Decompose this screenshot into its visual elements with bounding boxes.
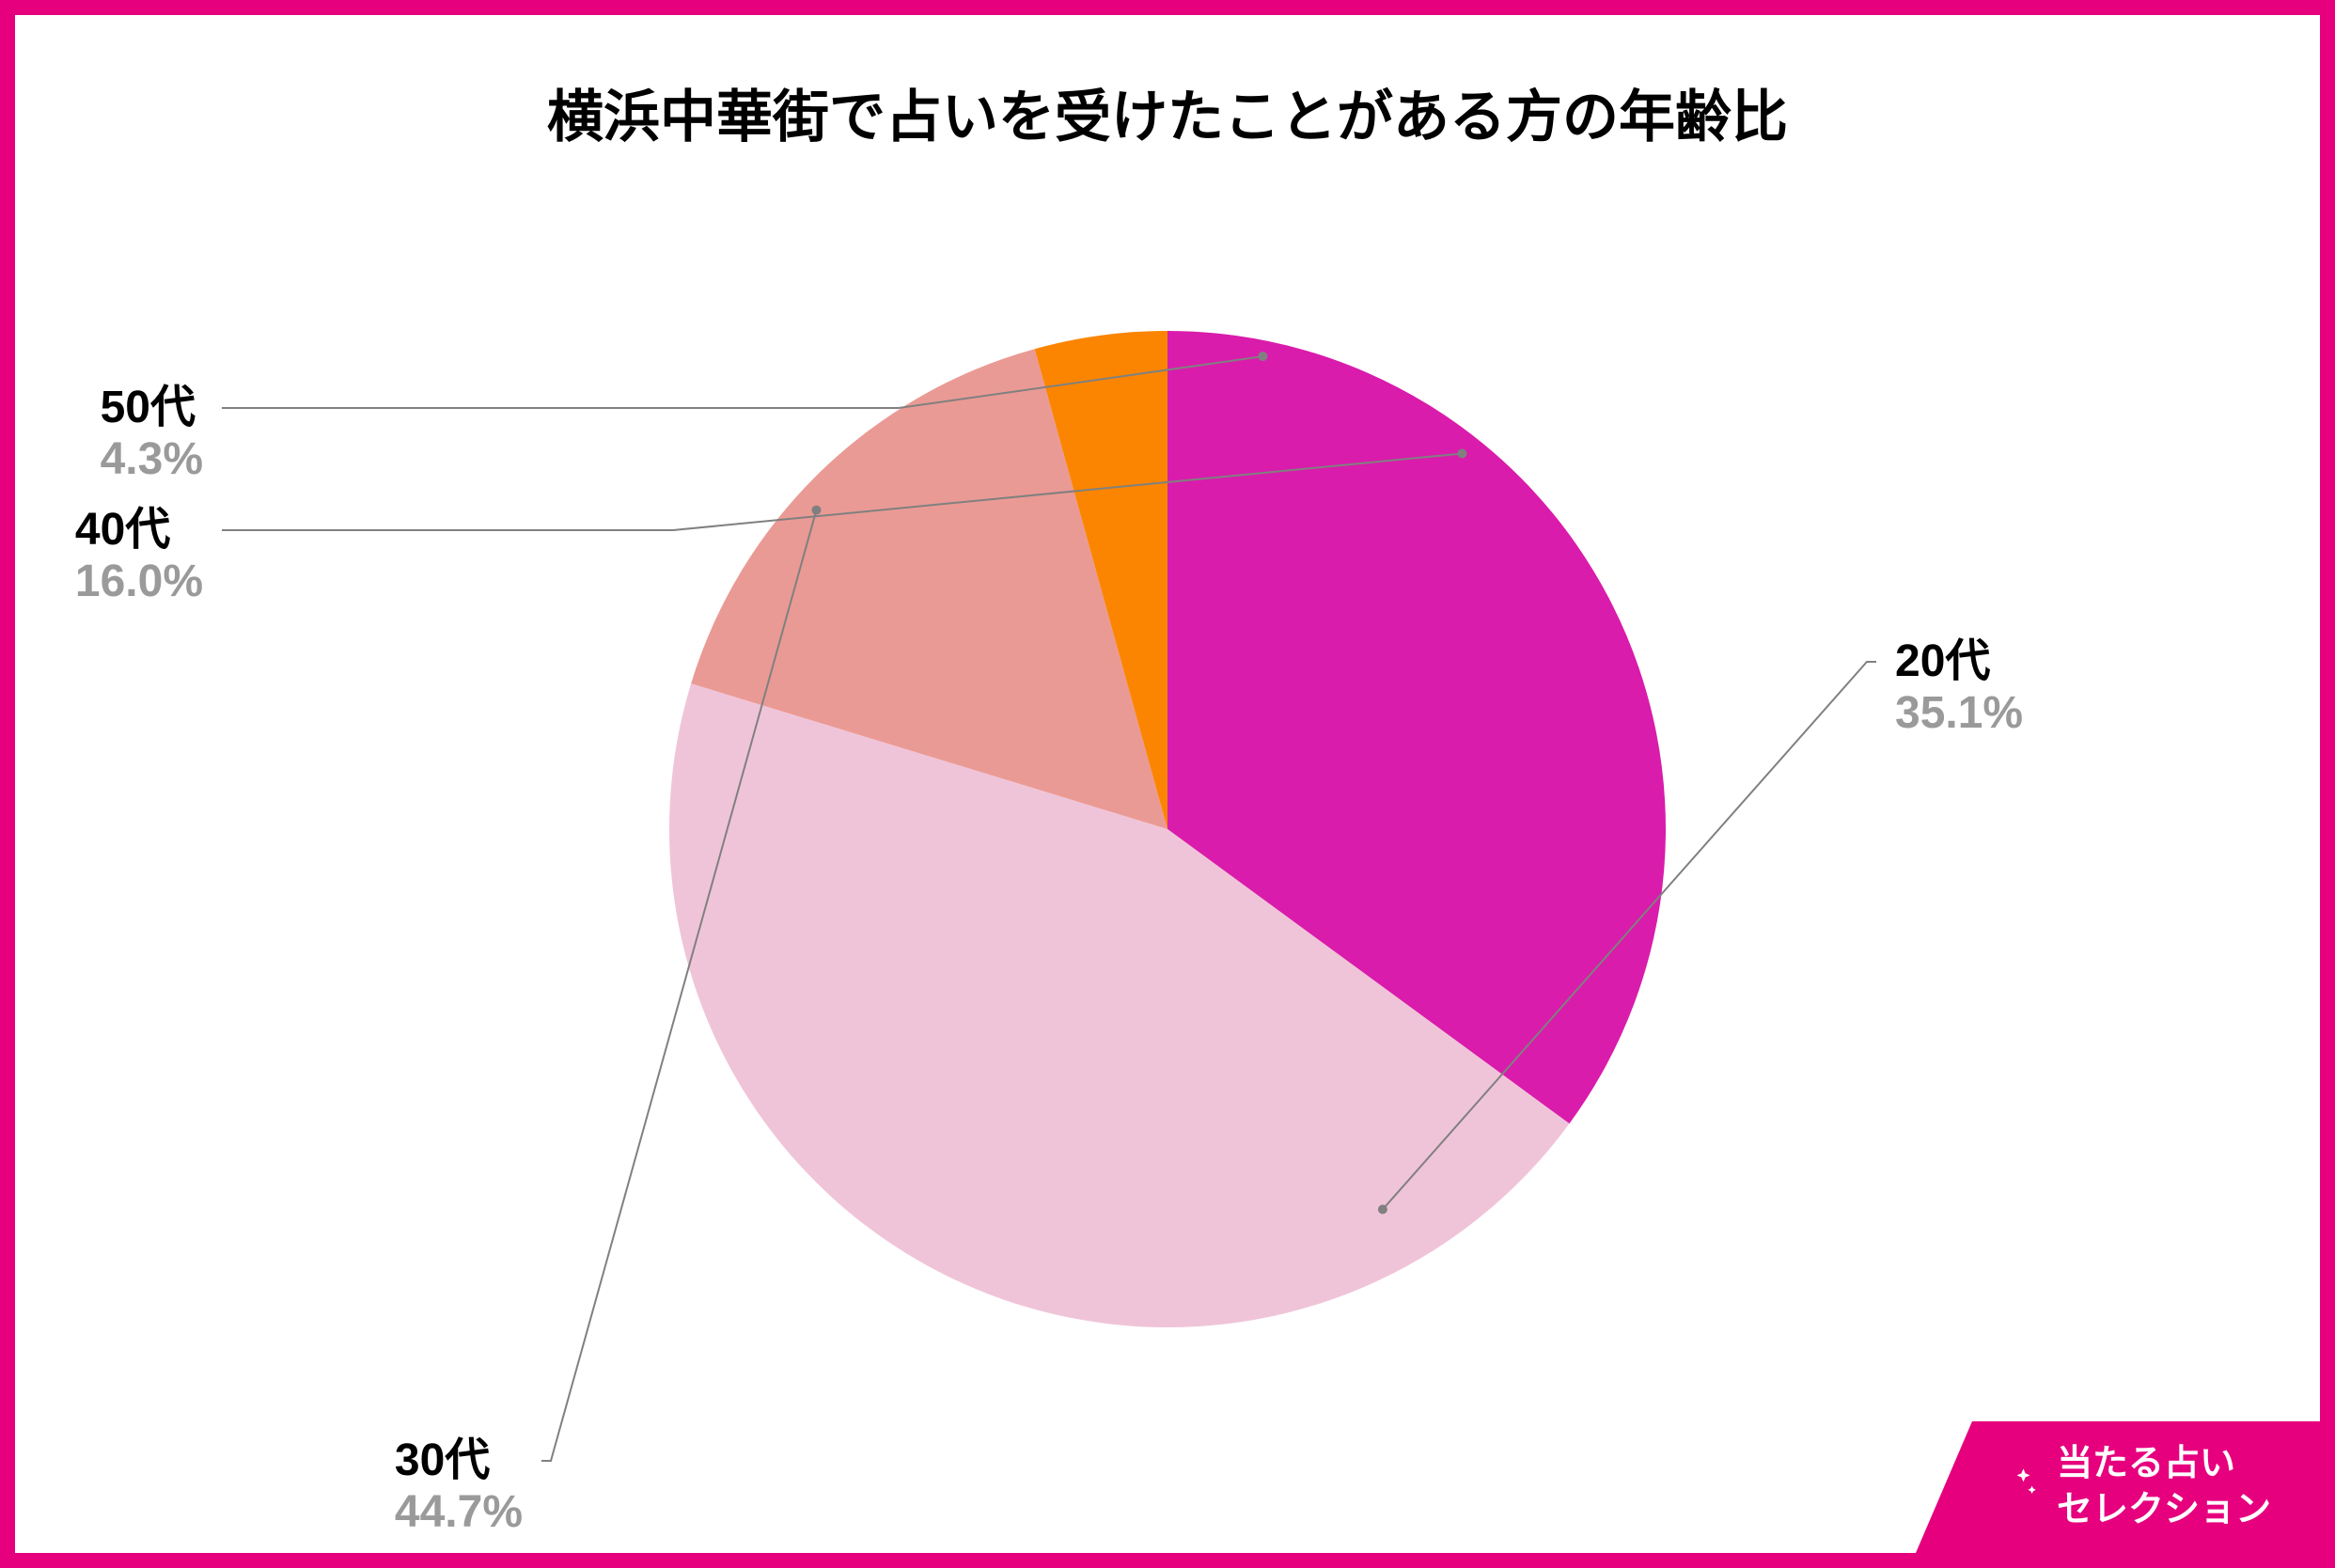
badge-line2: セレクション — [2057, 1487, 2271, 1533]
badge-text: 当たる占い セレクション — [2057, 1441, 2271, 1534]
slice-label: 20代35.1% — [1895, 635, 2023, 739]
brand-badge: 当たる占い セレクション — [1916, 1421, 2320, 1553]
chart-title: 横浜中華街で占いを受けたことがある方の年齢比 — [15, 71, 2320, 153]
slice-label: 30代44.7% — [395, 1435, 523, 1538]
slice-category: 20代 — [1895, 635, 2023, 687]
slice-category: 40代 — [75, 504, 203, 556]
slice-label: 40代16.0% — [75, 504, 203, 607]
badge-line1: 当たる占い — [2057, 1441, 2271, 1487]
slice-percent: 44.7% — [395, 1486, 523, 1538]
slice-category: 50代 — [101, 382, 203, 433]
slice-category: 30代 — [395, 1435, 523, 1486]
pie-svg — [660, 321, 1675, 1337]
moon-icon — [1974, 1454, 2040, 1520]
pie-chart: 20代35.1% 30代44.7% 40代16.0% 50代4.3% — [15, 222, 2320, 1538]
slice-label: 50代4.3% — [101, 382, 203, 485]
chart-frame: 横浜中華街で占いを受けたことがある方の年齢比 20代35.1%30代44.7%4… — [0, 0, 2335, 1568]
slice-percent: 16.0% — [75, 556, 203, 607]
slice-percent: 35.1% — [1895, 687, 2023, 739]
slice-percent: 4.3% — [101, 433, 203, 485]
